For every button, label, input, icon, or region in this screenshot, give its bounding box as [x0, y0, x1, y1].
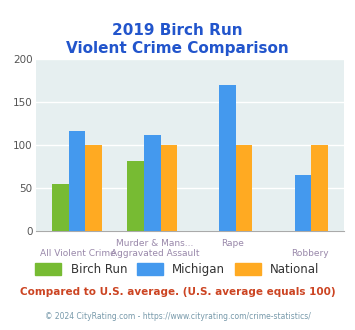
- Text: 2019 Birch Run: 2019 Birch Run: [112, 23, 243, 38]
- Text: Murder & Mans...: Murder & Mans...: [116, 239, 194, 248]
- Bar: [311, 145, 328, 231]
- Legend: Birch Run, Michigan, National: Birch Run, Michigan, National: [31, 258, 324, 281]
- Text: Compared to U.S. average. (U.S. average equals 100): Compared to U.S. average. (U.S. average …: [20, 287, 335, 297]
- Bar: [127, 161, 144, 231]
- Bar: [160, 145, 177, 231]
- Bar: [295, 175, 311, 231]
- Text: © 2024 CityRating.com - https://www.cityrating.com/crime-statistics/: © 2024 CityRating.com - https://www.city…: [45, 312, 310, 321]
- Bar: [144, 135, 160, 231]
- Bar: [52, 184, 69, 231]
- Text: Violent Crime Comparison: Violent Crime Comparison: [66, 41, 289, 56]
- Text: Aggravated Assault: Aggravated Assault: [111, 249, 200, 258]
- Text: All Violent Crime: All Violent Crime: [40, 249, 116, 258]
- Bar: [69, 131, 85, 231]
- Bar: [219, 85, 236, 231]
- Bar: [85, 145, 102, 231]
- Text: Robbery: Robbery: [291, 249, 328, 258]
- Text: Rape: Rape: [221, 239, 244, 248]
- Bar: [236, 145, 252, 231]
